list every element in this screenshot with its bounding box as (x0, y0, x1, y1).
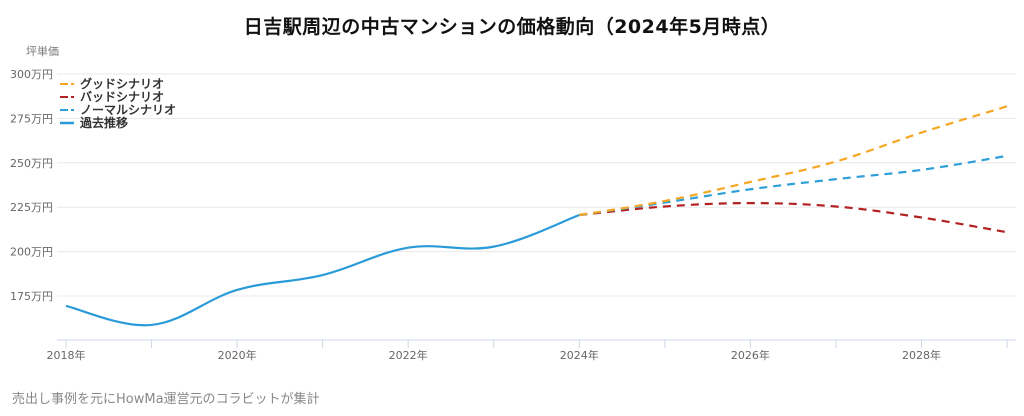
series-line-0 (579, 105, 1008, 217)
series-lines (65, 105, 1008, 327)
series-line-1 (579, 202, 1008, 234)
x-axis: 2018年 2020年 2022年 2024年 2026年 2028年 (47, 339, 1016, 362)
x-tick-label: 2024年 (560, 348, 599, 362)
y-tick-label: 275万円 (10, 112, 53, 125)
y-tick-label: 200万円 (10, 246, 53, 259)
x-tick-label: 2022年 (389, 348, 428, 362)
chart-title: 日吉駅周辺の中古マンションの価格動向（2024年5月時点） (243, 16, 781, 38)
x-tick-label: 2028年 (902, 348, 941, 362)
y-axis-label: 坪単価 (26, 45, 59, 58)
legend-item[interactable]: バッドシナリオ (80, 90, 164, 104)
x-tick-label: 2020年 (218, 348, 257, 362)
source-note: 売出し事例を元にHowMa運営元のコラビットが集計 (12, 392, 320, 407)
legend-item[interactable]: グッドシナリオ (80, 76, 164, 91)
x-tick-label: 2026年 (731, 348, 770, 362)
series-line-3 (65, 213, 580, 327)
x-tick-label: 2018年 (47, 348, 86, 362)
y-tick-label: 300万円 (10, 68, 53, 81)
grid-lines (57, 73, 1016, 297)
y-tick-label: 250万円 (10, 157, 53, 170)
legend-item[interactable]: 過去推移 (79, 115, 128, 130)
y-tick-label: 225万円 (10, 201, 53, 214)
y-tick-label: 175万円 (10, 290, 53, 303)
legend-item[interactable]: ノーマルシナリオ (80, 103, 176, 117)
y-axis-ticks: 175万円 200万円 225万円 250万円 275万円 300万円 (10, 68, 53, 303)
series-line-2 (579, 154, 1008, 217)
